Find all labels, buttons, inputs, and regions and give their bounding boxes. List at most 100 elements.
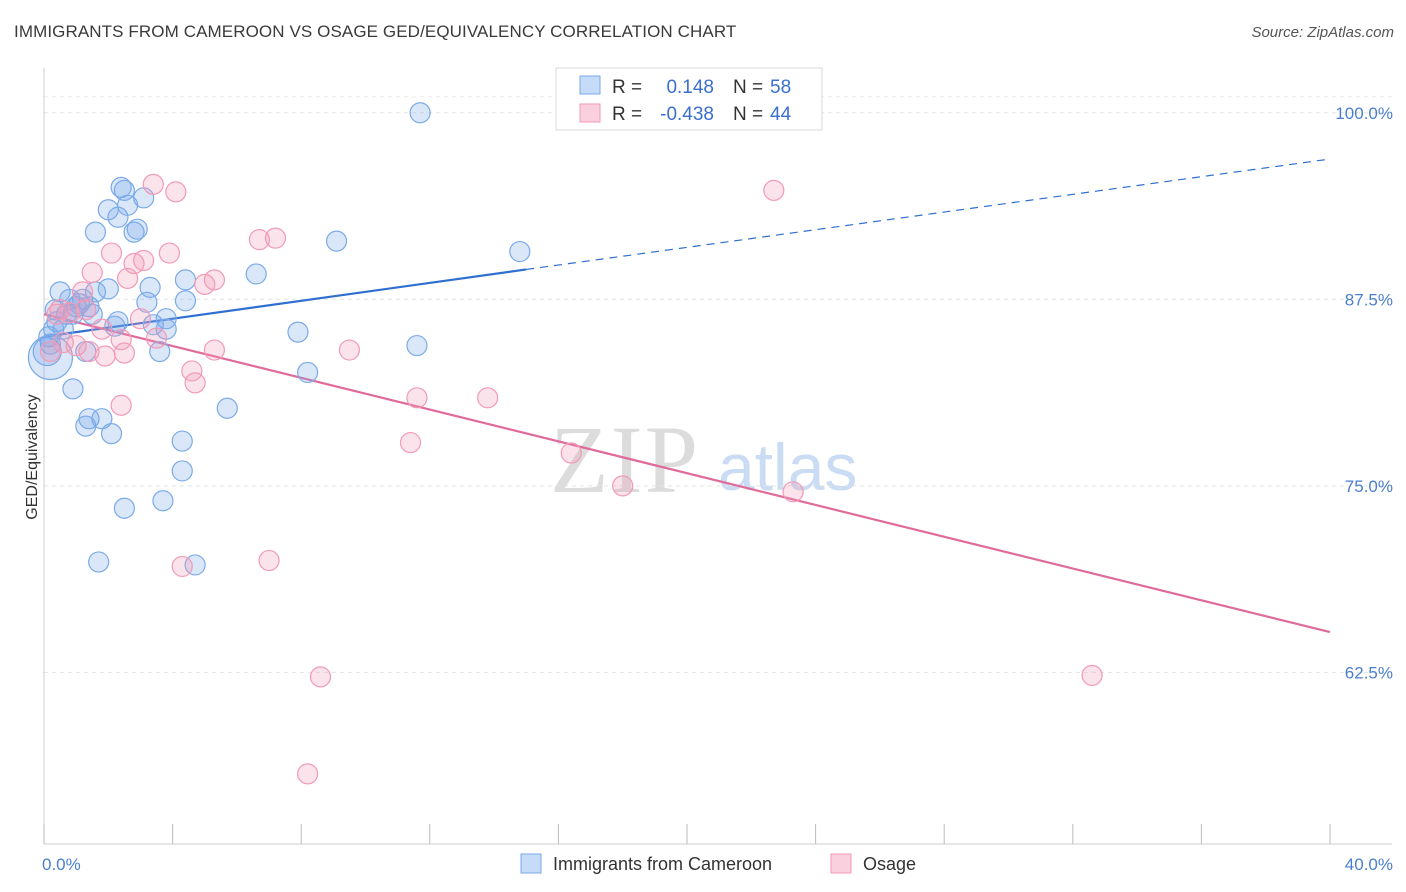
axes bbox=[43, 68, 1392, 845]
source-credit: Source: ZipAtlas.com bbox=[1251, 24, 1394, 41]
point-osage bbox=[158, 242, 180, 264]
x-tick-label-min: 0.0% bbox=[42, 855, 81, 874]
point-osage bbox=[94, 345, 116, 367]
point-cameroon bbox=[152, 490, 174, 512]
point-osage bbox=[71, 281, 94, 303]
legend-r-label-osage: R = bbox=[612, 104, 642, 125]
point-osage bbox=[1081, 664, 1103, 686]
point-cameroon bbox=[174, 269, 197, 291]
legend-n-label-osage: N = bbox=[733, 104, 763, 125]
point-osage bbox=[133, 249, 155, 272]
legend-r-value-osage: -0.438 bbox=[660, 104, 714, 125]
trend-lines bbox=[43, 158, 1331, 634]
point-osage bbox=[65, 334, 87, 357]
point-cameroon bbox=[62, 378, 84, 400]
point-cameroon bbox=[216, 397, 238, 419]
trend-extension-cameroon bbox=[526, 158, 1331, 271]
legend-n-value-cameroon: 58 bbox=[770, 77, 791, 98]
point-osage bbox=[142, 173, 164, 195]
point-osage bbox=[78, 340, 100, 363]
point-osage bbox=[129, 308, 152, 330]
point-osage bbox=[165, 181, 187, 203]
legend-swatch-osage bbox=[579, 103, 601, 123]
point-cameroon bbox=[100, 423, 123, 445]
point-cameroon bbox=[104, 315, 126, 337]
y-tick-label: 100.0% bbox=[1335, 104, 1393, 123]
point-osage bbox=[75, 299, 97, 321]
point-osage bbox=[406, 387, 428, 409]
series-legend: Immigrants from Cameroon Osage bbox=[520, 853, 916, 874]
legend-n-value-osage: 44 bbox=[770, 104, 792, 125]
point-cameroon bbox=[113, 497, 135, 519]
point-osage bbox=[110, 394, 132, 416]
point-osage bbox=[309, 666, 332, 688]
point-cameroon bbox=[97, 278, 119, 300]
x-tick-label-max: 40.0% bbox=[1345, 855, 1393, 874]
point-cameroon bbox=[325, 230, 348, 252]
point-cameroon bbox=[171, 460, 193, 482]
point-cameroon bbox=[297, 361, 319, 384]
point-cameroon bbox=[142, 314, 164, 336]
point-cameroon bbox=[88, 551, 110, 573]
point-cameroon bbox=[174, 290, 197, 312]
gridlines bbox=[44, 96, 1392, 673]
point-cameroon bbox=[245, 263, 267, 285]
trend-line-osage bbox=[43, 313, 1331, 634]
point-osage bbox=[338, 339, 361, 361]
point-osage bbox=[763, 179, 785, 201]
point-osage bbox=[560, 442, 582, 464]
point-osage bbox=[248, 229, 271, 251]
point-osage bbox=[399, 431, 422, 454]
point-osage bbox=[203, 339, 225, 361]
point-cameroon bbox=[126, 218, 148, 240]
point-osage bbox=[145, 327, 168, 349]
point-cameroon bbox=[287, 321, 309, 343]
point-osage bbox=[297, 763, 319, 785]
legend-swatch-cameroon bbox=[579, 75, 601, 95]
legend-r-value-cameroon: 0.148 bbox=[666, 77, 714, 98]
point-osage bbox=[110, 329, 132, 351]
legend-r-label-cameroon: R = bbox=[612, 77, 642, 98]
point-cameroon bbox=[139, 276, 161, 298]
point-osage bbox=[81, 261, 103, 284]
point-osage bbox=[39, 340, 62, 363]
point-cameroon bbox=[509, 240, 531, 263]
point-osage bbox=[203, 269, 225, 291]
point-cameroon bbox=[78, 408, 100, 430]
point-osage bbox=[100, 242, 123, 264]
point-osage bbox=[184, 372, 206, 394]
correlation-legend: R = 0.148 N = 58 R = -0.438 N = 44 bbox=[555, 67, 823, 131]
point-cameroon bbox=[155, 308, 177, 330]
legend-n-label-cameroon: N = bbox=[733, 77, 763, 98]
point-osage bbox=[258, 549, 280, 572]
point-cameroon bbox=[27, 334, 74, 381]
x-tick-marks bbox=[43, 824, 1331, 844]
y-tick-labels: 62.5% 75.0% 87.5% 100.0% bbox=[1335, 104, 1393, 683]
y-tick-label: 75.0% bbox=[1345, 477, 1393, 496]
point-osage bbox=[181, 360, 203, 382]
data-points bbox=[27, 102, 1103, 785]
point-cameroon bbox=[406, 334, 428, 357]
point-osage bbox=[113, 342, 135, 364]
point-cameroon bbox=[91, 408, 113, 430]
watermark-atlas: atlas bbox=[718, 430, 857, 504]
y-axis-label: GED/Equivalency bbox=[24, 394, 41, 519]
series-swatch-cameroon bbox=[520, 853, 542, 874]
point-cameroon bbox=[409, 102, 431, 124]
point-osage bbox=[49, 299, 71, 321]
y-tick-label: 62.5% bbox=[1345, 663, 1393, 682]
point-osage bbox=[477, 387, 499, 409]
chart-title: IMMIGRANTS FROM CAMEROON VS OSAGE GED/EQ… bbox=[14, 22, 737, 41]
point-osage bbox=[782, 481, 804, 503]
point-cameroon bbox=[84, 221, 107, 243]
point-osage bbox=[264, 227, 287, 249]
series-swatch-osage bbox=[830, 853, 852, 874]
point-osage bbox=[52, 331, 74, 354]
series-label-osage: Osage bbox=[863, 854, 916, 874]
y-tick-label: 87.5% bbox=[1345, 290, 1393, 309]
point-osage bbox=[91, 318, 113, 340]
point-cameroon bbox=[171, 430, 193, 452]
point-osage bbox=[171, 555, 193, 578]
point-cameroon bbox=[123, 221, 145, 243]
